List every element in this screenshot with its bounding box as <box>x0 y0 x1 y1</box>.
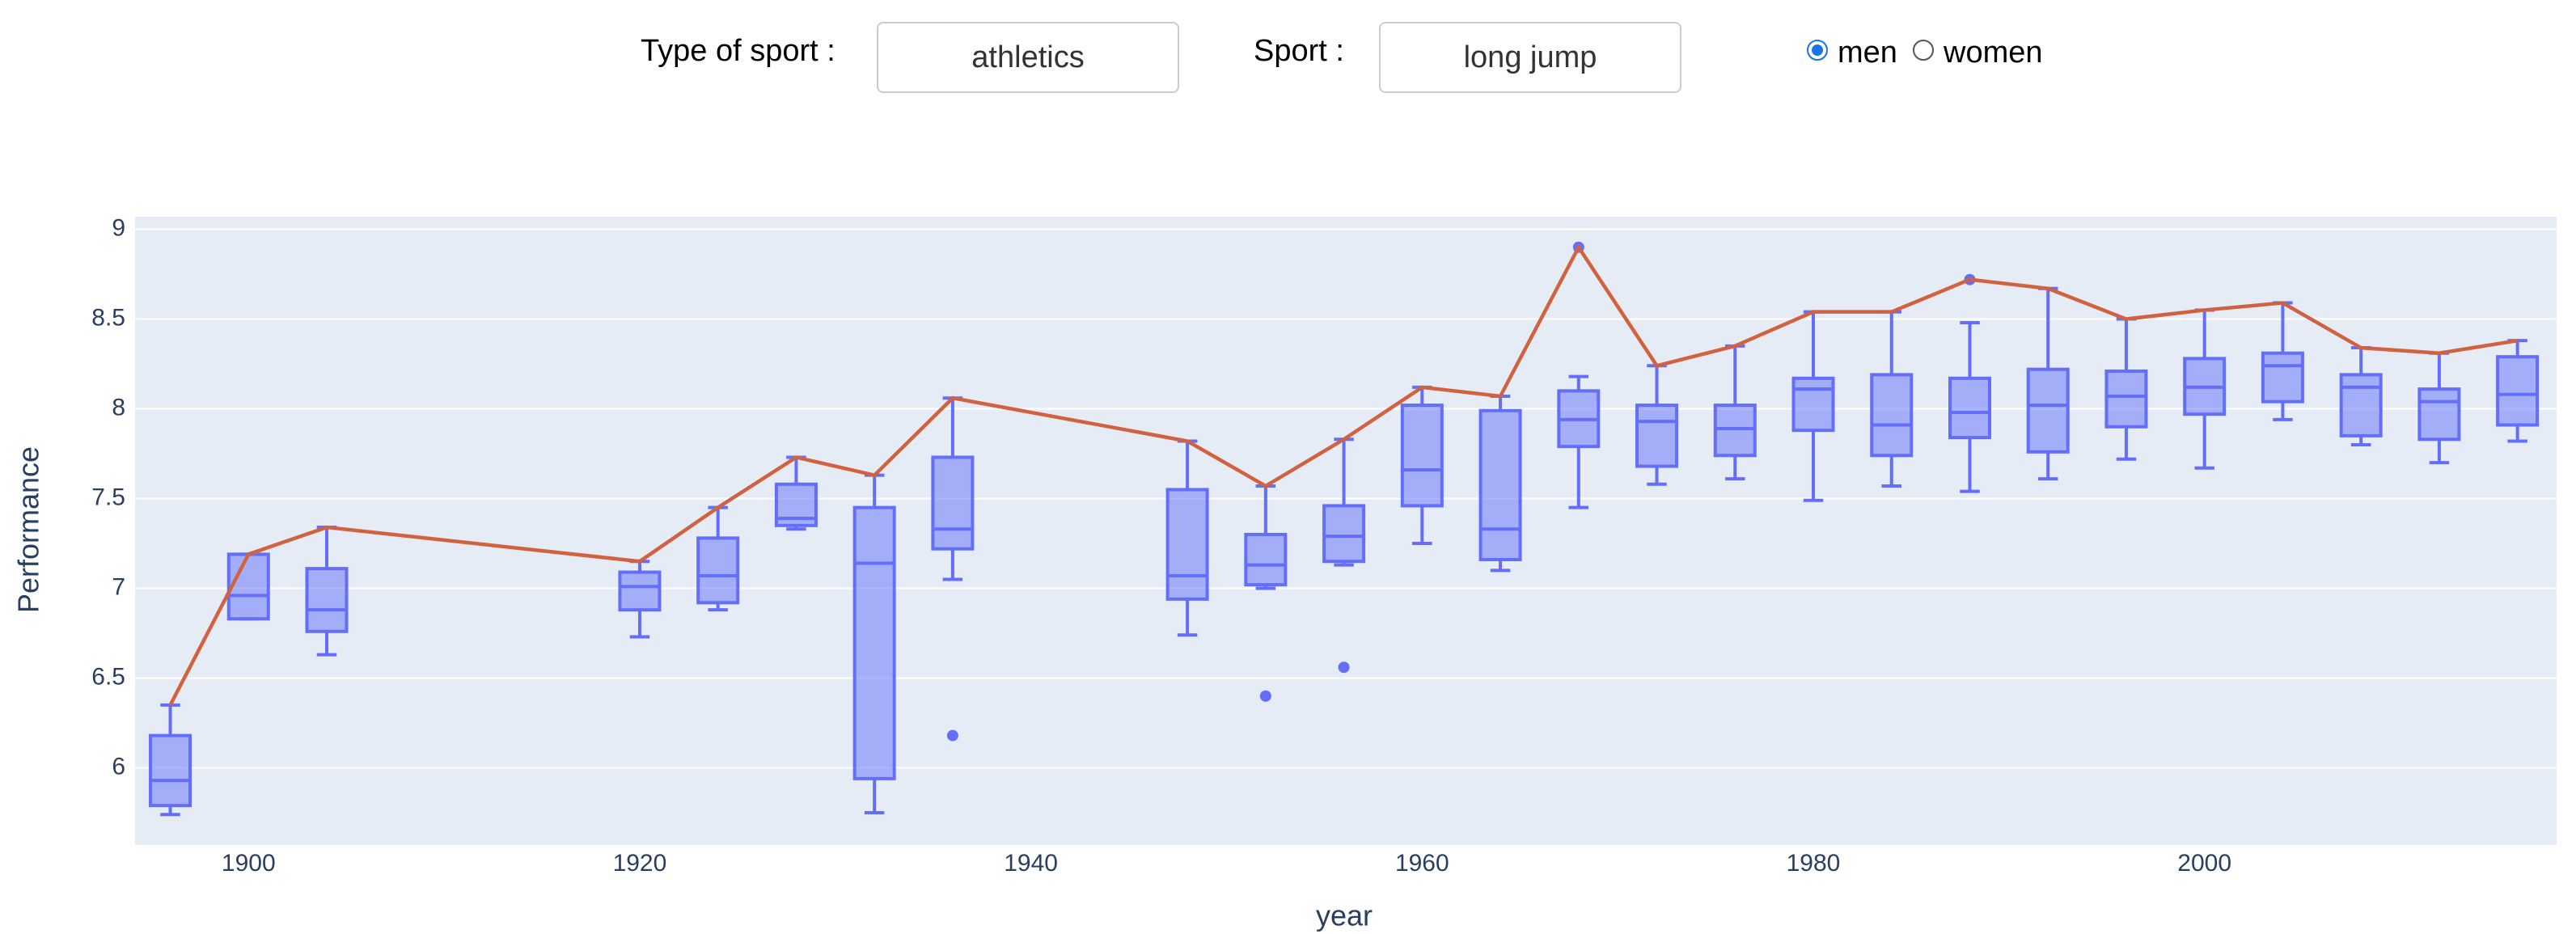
box <box>1322 504 1366 564</box>
outlier <box>946 729 958 742</box>
box <box>2104 369 2148 429</box>
y-axis-title: Performance <box>12 446 45 613</box>
sport-label: Sport : <box>1254 34 1344 68</box>
box <box>1400 404 1444 508</box>
box <box>696 536 740 605</box>
box <box>1165 488 1209 601</box>
box <box>852 505 896 780</box>
y-tick-label: 8 <box>112 394 125 421</box>
box <box>1635 404 1679 468</box>
radio-button[interactable] <box>1807 40 1828 61</box>
box <box>2339 373 2383 437</box>
x-tick-label: 2000 <box>2177 850 2231 877</box>
x-tick-label: 1980 <box>1787 850 1841 877</box>
sport-type-dropdown[interactable]: athletics <box>877 22 1179 93</box>
box <box>1478 408 1522 562</box>
y-tick-label: 7 <box>112 573 125 600</box>
y-tick-label: 9 <box>112 214 125 241</box>
sport-type-label: Type of sport : <box>641 34 835 68</box>
outlier <box>1338 661 1350 674</box>
radio-button[interactable] <box>1913 40 1934 61</box>
box <box>1870 373 1914 458</box>
box <box>618 570 662 612</box>
x-axis-title: year <box>1316 899 1373 932</box>
box <box>226 552 270 621</box>
y-tick-label: 6.5 <box>91 663 125 690</box>
box <box>1791 376 1835 433</box>
max-line <box>168 243 2518 706</box>
x-tick-label: 1900 <box>222 850 276 877</box>
y-tick-label: 6 <box>112 753 125 780</box>
box <box>2496 355 2540 427</box>
box <box>1713 404 1757 458</box>
box <box>149 733 192 808</box>
box <box>1244 532 1288 587</box>
outlier <box>1259 690 1271 702</box>
x-tick-label: 1960 <box>1395 850 1449 877</box>
sport-dropdown[interactable]: long jump <box>1379 22 1681 93</box>
box <box>1948 376 1991 440</box>
box <box>305 567 349 633</box>
radio-label[interactable]: women <box>1944 36 2043 70</box>
y-tick-label: 7.5 <box>91 484 125 510</box>
y-tick-label: 8.5 <box>91 304 125 331</box>
box <box>2026 367 2070 454</box>
x-tick-label: 1920 <box>613 850 667 877</box>
radio-label[interactable]: men <box>1838 36 1897 70</box>
x-tick-label: 1940 <box>1004 850 1058 877</box>
box <box>931 455 975 551</box>
box <box>2417 387 2461 442</box>
box <box>2261 351 2304 404</box>
